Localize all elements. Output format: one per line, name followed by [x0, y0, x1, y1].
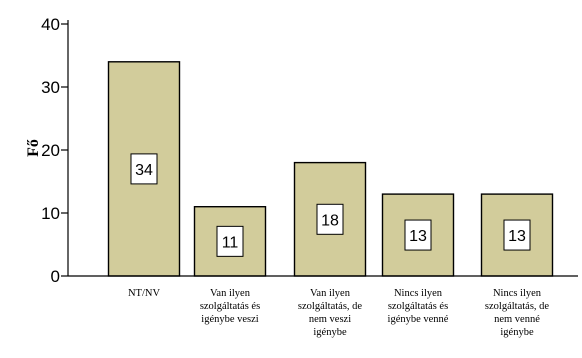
data-label-2: 11 [222, 234, 239, 251]
bars-layer: 34 11 18 13 13 [107, 61, 554, 277]
data-label-3: 18 [321, 212, 339, 229]
y-axis-title: Fő [25, 139, 42, 157]
data-label-box-2 [216, 225, 244, 257]
data-label-1: 34 [135, 162, 153, 179]
x-tick-label-2: Van ilyen szolgáltatás és igénybe veszi [200, 288, 260, 325]
x-tick-label-5: Nincs ilyen szolgáltatás, de nem venné igén… [485, 288, 549, 338]
data-label-4: 13 [409, 228, 427, 245]
data-label-5: 13 [508, 228, 526, 245]
x-tick-label-1: NT/NV [128, 288, 160, 299]
data-label-box-3 [316, 203, 344, 235]
y-tick-label-20: 20 [41, 141, 60, 160]
y-tick-label-30: 30 [41, 78, 60, 97]
y-tick-label-0: 0 [51, 267, 60, 286]
data-label-box-1 [130, 153, 158, 185]
data-label-box-5 [503, 219, 531, 251]
y-tick-label-40: 40 [41, 15, 60, 34]
axes: NT/NV Van ilyen szolgáltatás és igénybe ves… [41, 15, 578, 338]
data-label-box-4 [404, 219, 432, 251]
x-tick-label-3: Van ilyen szolgáltatás, de nem veszi igényb… [298, 288, 362, 338]
y-tick-label-10: 10 [41, 204, 60, 223]
x-tick-label-4: Nincs ilyen szolgáltatás és igénybe venné [388, 288, 449, 325]
